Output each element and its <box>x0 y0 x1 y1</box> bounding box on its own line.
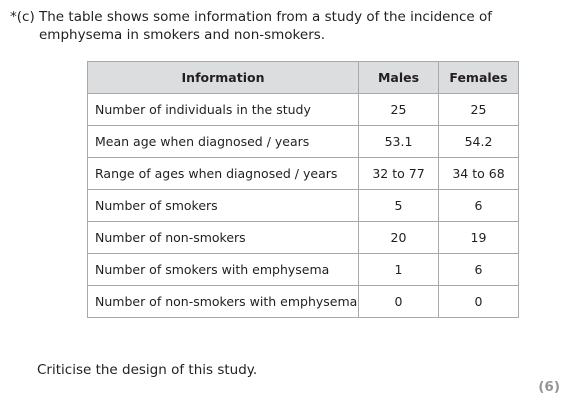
cell-information: Number of smokers with emphysema <box>87 253 359 286</box>
cell-males: 5 <box>358 189 439 222</box>
cell-females: 54.2 <box>438 125 519 158</box>
header-information: Information <box>87 61 359 94</box>
table-row: Mean age when diagnosed / years 53.1 54.… <box>87 125 519 158</box>
cell-males: 25 <box>358 93 439 126</box>
cell-males: 32 to 77 <box>358 157 439 190</box>
question-number: *(c) <box>10 9 35 25</box>
question-prompt: Criticise the design of this study. <box>37 362 258 378</box>
table-row: Number of non-smokers 20 19 <box>87 221 519 254</box>
question-text: The table shows some information from a … <box>39 9 493 43</box>
cell-males: 0 <box>358 285 439 318</box>
table-header-row: Information Males Females <box>87 61 519 94</box>
header-males: Males <box>358 61 439 94</box>
header-females: Females <box>438 61 519 94</box>
table-row: Range of ages when diagnosed / years 32 … <box>87 157 519 190</box>
cell-information: Range of ages when diagnosed / years <box>87 157 359 190</box>
cell-females: 6 <box>438 189 519 222</box>
table-row: Number of smokers 5 6 <box>87 189 519 222</box>
cell-information: Number of individuals in the study <box>87 93 359 126</box>
marks-label: (6) <box>538 379 560 395</box>
table-row: Number of smokers with emphysema 1 6 <box>87 253 519 286</box>
cell-information: Number of non-smokers with emphysema <box>87 285 359 318</box>
table-row: Number of individuals in the study 25 25 <box>87 93 519 126</box>
cell-females: 6 <box>438 253 519 286</box>
cell-males: 1 <box>358 253 439 286</box>
study-table: Information Males Females Number of indi… <box>87 61 519 318</box>
cell-information: Number of non-smokers <box>87 221 359 254</box>
cell-females: 34 to 68 <box>438 157 519 190</box>
table-row: Number of non-smokers with emphysema 0 0 <box>87 285 519 318</box>
cell-information: Number of smokers <box>87 189 359 222</box>
cell-females: 19 <box>438 221 519 254</box>
cell-females: 0 <box>438 285 519 318</box>
cell-males: 53.1 <box>358 125 439 158</box>
cell-information: Mean age when diagnosed / years <box>87 125 359 158</box>
cell-males: 20 <box>358 221 439 254</box>
cell-females: 25 <box>438 93 519 126</box>
